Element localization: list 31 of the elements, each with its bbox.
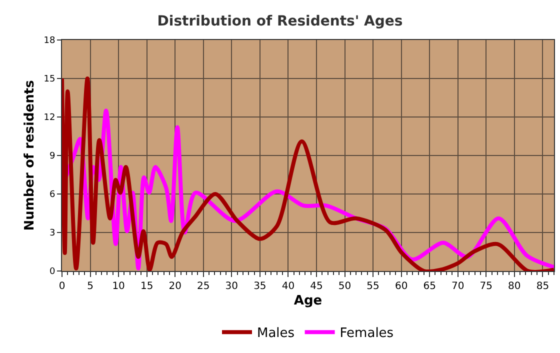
x-tick-label: 75 xyxy=(480,281,493,292)
x-tick-label: 80 xyxy=(508,281,521,292)
x-tick-label: 20 xyxy=(168,281,182,292)
x-tick-label: 5 xyxy=(87,281,94,292)
x-tick-label: 55 xyxy=(366,281,380,292)
x-tick-label: 45 xyxy=(310,281,323,292)
x-tick-label: 10 xyxy=(112,281,125,292)
line-series xyxy=(62,76,554,271)
y-tick-label: 3 xyxy=(49,228,56,239)
y-axis-title: Number of residents xyxy=(22,80,38,231)
x-tick-label: 30 xyxy=(225,281,238,292)
legend-label: Females xyxy=(340,326,394,342)
legend-label: Males xyxy=(257,326,295,342)
x-tick-label: 70 xyxy=(451,281,464,292)
x-tick-label: 35 xyxy=(254,281,266,292)
y-tick-label: 12 xyxy=(44,113,56,124)
y-tick-label: 18 xyxy=(44,36,56,46)
y-tick-label: 0 xyxy=(49,267,56,278)
x-tick-label: 15 xyxy=(140,281,154,292)
y-tick-label: 9 xyxy=(49,152,56,162)
x-axis-title: Age xyxy=(294,294,322,309)
chart-title: Distribution of Residents' Ages xyxy=(157,14,403,30)
x-tick-label: 0 xyxy=(58,281,66,292)
x-tick-label: 65 xyxy=(423,281,436,292)
x-tick-label: 60 xyxy=(394,281,408,292)
x-tick-label: 40 xyxy=(282,281,295,292)
x-tick-label: 50 xyxy=(338,281,352,292)
x-tick-label: 25 xyxy=(197,281,210,292)
x-tick-label: 85 xyxy=(536,281,550,292)
y-tick-label: 6 xyxy=(49,190,56,200)
y-tick-label: 15 xyxy=(44,74,56,85)
